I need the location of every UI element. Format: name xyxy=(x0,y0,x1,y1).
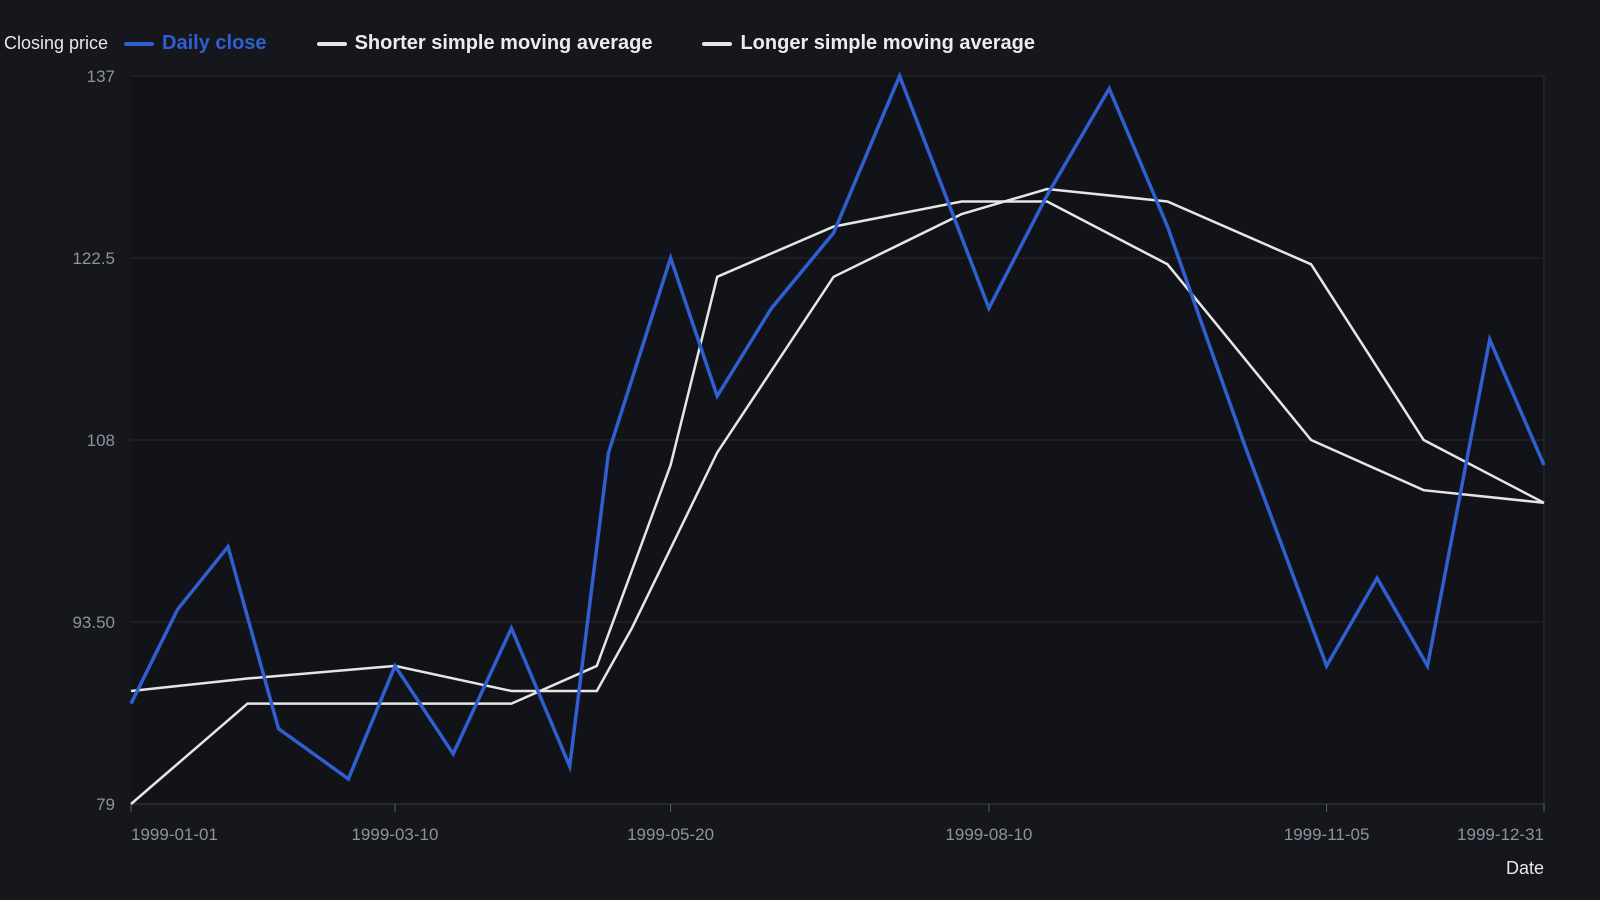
legend-swatch-daily-close xyxy=(124,41,155,46)
y-tick-label: 137 xyxy=(87,67,115,86)
x-tick-label: 1999-05-20 xyxy=(627,825,714,844)
y-tick-label: 93.50 xyxy=(72,613,115,632)
legend-label-shorter-sma: Shorter simple moving average xyxy=(354,32,653,54)
x-axis-label: Date xyxy=(1506,858,1544,878)
x-axis-ticks: 1999-01-01 1999-03-10 1999-05-20 1999-08-10… xyxy=(130,804,1545,844)
series-lines xyxy=(129,71,1546,805)
legend-label-daily-close: Daily close xyxy=(162,32,267,54)
series-line-daily-close xyxy=(129,71,1546,782)
y-tick-label: 122.5 xyxy=(72,249,115,268)
legend-item-longer-sma[interactable]: Longer simple moving average xyxy=(702,32,1035,55)
axes xyxy=(131,76,1545,805)
y-axis-label: Closing price xyxy=(4,33,109,53)
x-tick-label: 1999-11-05 xyxy=(1284,825,1370,844)
legend-label-longer-sma: Longer simple moving average xyxy=(740,32,1035,54)
series-line-longer-sma xyxy=(130,187,1545,693)
series-line-shorter-sma xyxy=(130,200,1545,805)
legend-item-daily-close[interactable]: Daily close xyxy=(124,32,267,55)
legend-swatch-longer-sma xyxy=(702,41,733,46)
x-tick-label: 1999-12-31 xyxy=(1457,825,1544,844)
x-tick-label: 1999-03-10 xyxy=(351,825,438,844)
x-tick-label: 1999-01-01 xyxy=(131,825,218,844)
legend: Closing price Daily close Shorter simple… xyxy=(0,32,1085,55)
legend-swatch-shorter-sma xyxy=(316,41,347,46)
legend-item-shorter-sma[interactable]: Shorter simple moving average xyxy=(316,32,653,55)
y-tick-label: 79 xyxy=(96,795,115,814)
y-tick-label: 108 xyxy=(87,431,115,450)
x-tick-label: 1999-08-10 xyxy=(945,825,1032,844)
y-axis-ticks: 79 93.50 108 122.5 137 xyxy=(72,67,115,814)
